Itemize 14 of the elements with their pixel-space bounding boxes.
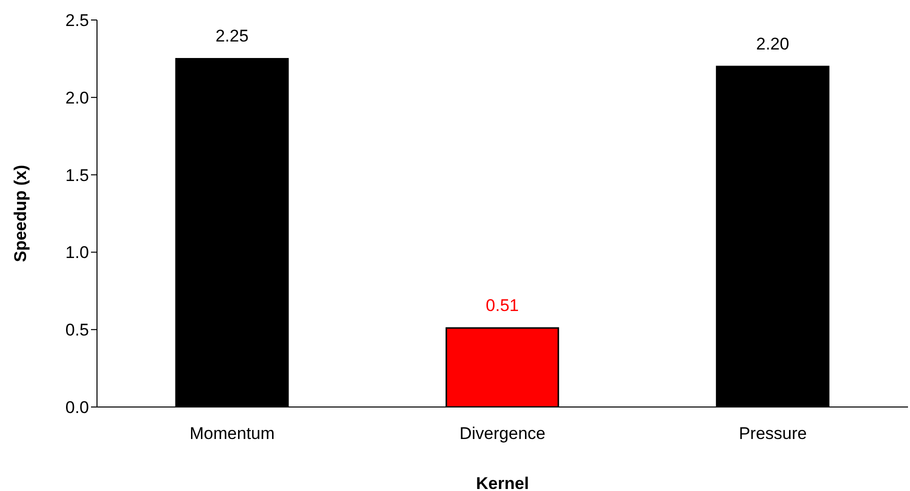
x-tick-label: Pressure [738, 424, 807, 444]
x-axis-title: Kernel [476, 474, 529, 491]
y-tick-label: 1.5 [65, 166, 89, 185]
y-tick-label: 2.5 [65, 11, 89, 30]
data-label: 2.20 [756, 34, 790, 54]
y-tick-label: 1.0 [65, 243, 89, 262]
data-label: 2.25 [215, 26, 249, 46]
x-tick-label: Divergence [460, 424, 546, 444]
y-tick-label: 0.0 [65, 398, 89, 418]
data-label: 0.51 [486, 296, 519, 316]
y-tick-label: 2.0 [65, 88, 89, 108]
x-tick-label: Momentum [190, 424, 275, 444]
y-tick-label: 0.5 [65, 320, 89, 340]
y-axis-title: Speedup (x) [11, 164, 30, 262]
